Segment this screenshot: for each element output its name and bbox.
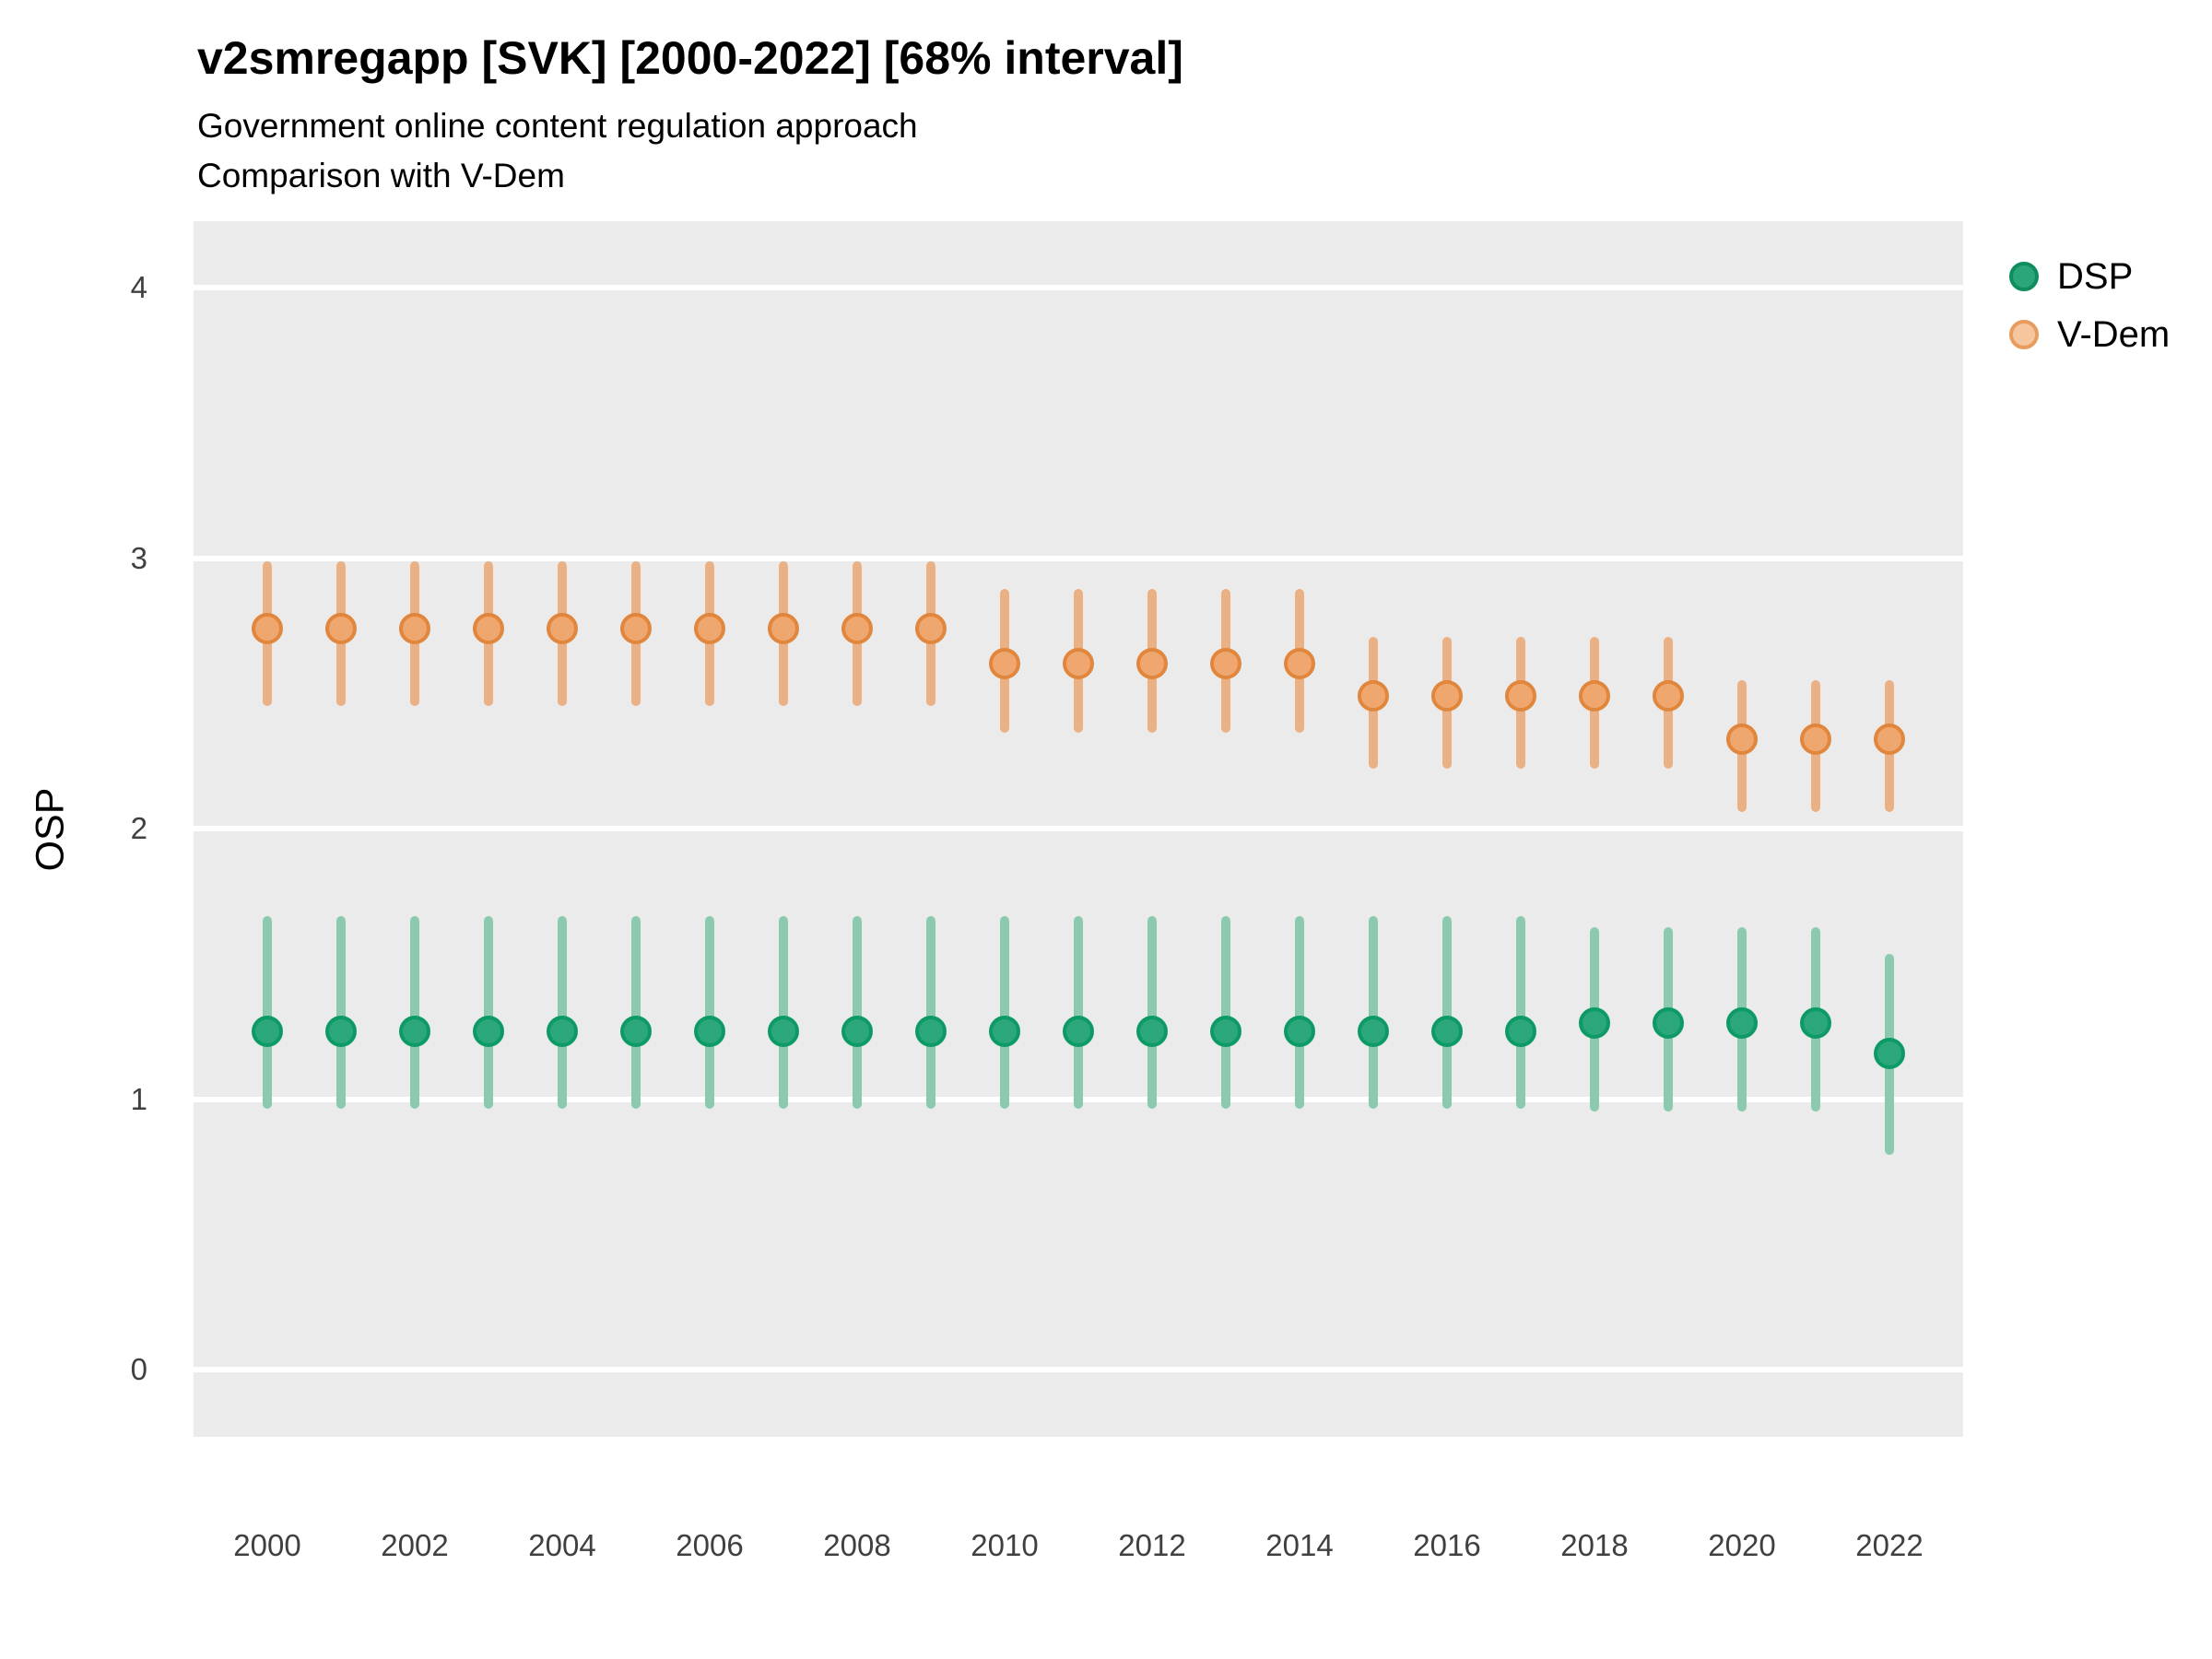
y-tick-label-4: 4 — [130, 270, 147, 304]
y-tick-label-1: 1 — [130, 1081, 147, 1116]
dsp-point-2000 — [252, 1016, 283, 1048]
y-tick-label-0: 0 — [130, 1352, 147, 1386]
vdem-point-2020 — [1726, 724, 1758, 756]
vdem-point-2001 — [325, 612, 357, 644]
vdem-point-2007 — [768, 612, 799, 644]
dsp-point-2003 — [473, 1016, 504, 1048]
dsp-point-2010 — [989, 1016, 1020, 1048]
dsp-point-2014 — [1284, 1016, 1315, 1048]
x-tick-label-2006: 2006 — [676, 1528, 744, 1562]
dsp-point-2007 — [768, 1016, 799, 1048]
dsp-error-bar-2012 — [1147, 915, 1157, 1110]
dsp-point-2022 — [1874, 1037, 1905, 1069]
vdem-point-2018 — [1579, 680, 1610, 712]
x-tick-label-2002: 2002 — [381, 1528, 449, 1562]
y-tick-label-2: 2 — [130, 811, 147, 845]
dsp-point-2021 — [1800, 1007, 1831, 1040]
dsp-error-bar-2010 — [1000, 915, 1009, 1110]
vdem-point-2008 — [841, 612, 873, 644]
vdem-point-2014 — [1284, 647, 1315, 679]
legend-item-dsp: DSP — [2009, 256, 2170, 297]
vdem-point-2004 — [547, 612, 578, 644]
x-tick-label-2020: 2020 — [1708, 1528, 1776, 1562]
vdem-legend-dot-icon — [2009, 320, 2039, 349]
gridline-y-3 — [194, 555, 1963, 561]
legend-item-vdem: V-Dem — [2009, 314, 2170, 355]
gridline-y-4 — [194, 285, 1963, 290]
dsp-point-2006 — [694, 1016, 725, 1048]
dsp-point-2019 — [1653, 1007, 1684, 1040]
vdem-point-2019 — [1653, 680, 1684, 712]
dsp-error-bar-2002 — [410, 915, 419, 1110]
vdem-point-2012 — [1136, 647, 1168, 679]
x-tick-label-2022: 2022 — [1855, 1528, 1924, 1562]
chart-subtitle: Government online content regulation app… — [197, 107, 918, 145]
dsp-error-bar-2017 — [1516, 915, 1525, 1110]
vdem-point-2015 — [1358, 680, 1389, 712]
dsp-error-bar-2006 — [705, 915, 714, 1110]
dsp-error-bar-2016 — [1442, 915, 1452, 1110]
vdem-point-2000 — [252, 612, 283, 644]
dsp-point-2011 — [1063, 1016, 1094, 1048]
dsp-error-bar-2011 — [1074, 915, 1083, 1110]
gridline-y-2 — [194, 826, 1963, 831]
dsp-point-2008 — [841, 1016, 873, 1048]
dsp-point-2018 — [1579, 1007, 1610, 1040]
x-tick-label-2000: 2000 — [233, 1528, 301, 1562]
legend: DSP V-Dem — [2009, 256, 2170, 355]
vdem-point-2003 — [473, 612, 504, 644]
legend-label-dsp: DSP — [2057, 255, 2134, 297]
dsp-point-2012 — [1136, 1016, 1168, 1048]
dsp-error-bar-2003 — [484, 915, 493, 1110]
dsp-legend-dot-icon — [2009, 262, 2039, 291]
dsp-point-2020 — [1726, 1007, 1758, 1040]
vdem-point-2005 — [620, 612, 652, 644]
dsp-error-bar-2000 — [263, 915, 272, 1110]
x-tick-label-2016: 2016 — [1413, 1528, 1481, 1562]
dsp-error-bar-2014 — [1295, 915, 1304, 1110]
vdem-point-2022 — [1874, 724, 1905, 756]
x-tick-label-2004: 2004 — [528, 1528, 596, 1562]
dsp-error-bar-2001 — [336, 915, 346, 1110]
dsp-point-2016 — [1431, 1016, 1463, 1048]
gridline-y-0 — [194, 1367, 1963, 1372]
x-tick-label-2018: 2018 — [1560, 1528, 1629, 1562]
vdem-point-2013 — [1210, 647, 1241, 679]
dsp-point-2009 — [915, 1016, 947, 1048]
vdem-point-2009 — [915, 612, 947, 644]
x-tick-label-2008: 2008 — [823, 1528, 891, 1562]
vdem-point-2010 — [989, 647, 1020, 679]
x-tick-label-2010: 2010 — [971, 1528, 1039, 1562]
dsp-error-bar-2008 — [853, 915, 862, 1110]
x-tick-label-2012: 2012 — [1118, 1528, 1186, 1562]
vdem-point-2006 — [694, 612, 725, 644]
vdem-point-2002 — [399, 612, 430, 644]
chart-subtitle-2: Comparison with V-Dem — [197, 157, 565, 194]
dsp-point-2013 — [1210, 1016, 1241, 1048]
dsp-point-2004 — [547, 1016, 578, 1048]
dsp-point-2002 — [399, 1016, 430, 1048]
dsp-point-2017 — [1505, 1016, 1536, 1048]
legend-label-vdem: V-Dem — [2057, 313, 2171, 355]
dsp-error-bar-2007 — [779, 915, 788, 1110]
vdem-point-2016 — [1431, 680, 1463, 712]
dsp-error-bar-2004 — [558, 915, 567, 1110]
vdem-point-2021 — [1800, 724, 1831, 756]
x-tick-label-2014: 2014 — [1265, 1528, 1334, 1562]
dsp-error-bar-2015 — [1369, 915, 1378, 1110]
dsp-point-2015 — [1358, 1016, 1389, 1048]
vdem-point-2011 — [1063, 647, 1094, 679]
y-tick-label-3: 3 — [130, 540, 147, 575]
dsp-point-2005 — [620, 1016, 652, 1048]
dsp-error-bar-2013 — [1221, 915, 1230, 1110]
dsp-error-bar-2009 — [926, 915, 935, 1110]
vdem-point-2017 — [1505, 680, 1536, 712]
dsp-point-2001 — [325, 1016, 357, 1048]
chart-title: v2smregapp [SVK] [2000-2022] [68% interv… — [197, 32, 1183, 84]
y-axis-title: OSP — [28, 787, 73, 872]
dsp-error-bar-2005 — [631, 915, 641, 1110]
